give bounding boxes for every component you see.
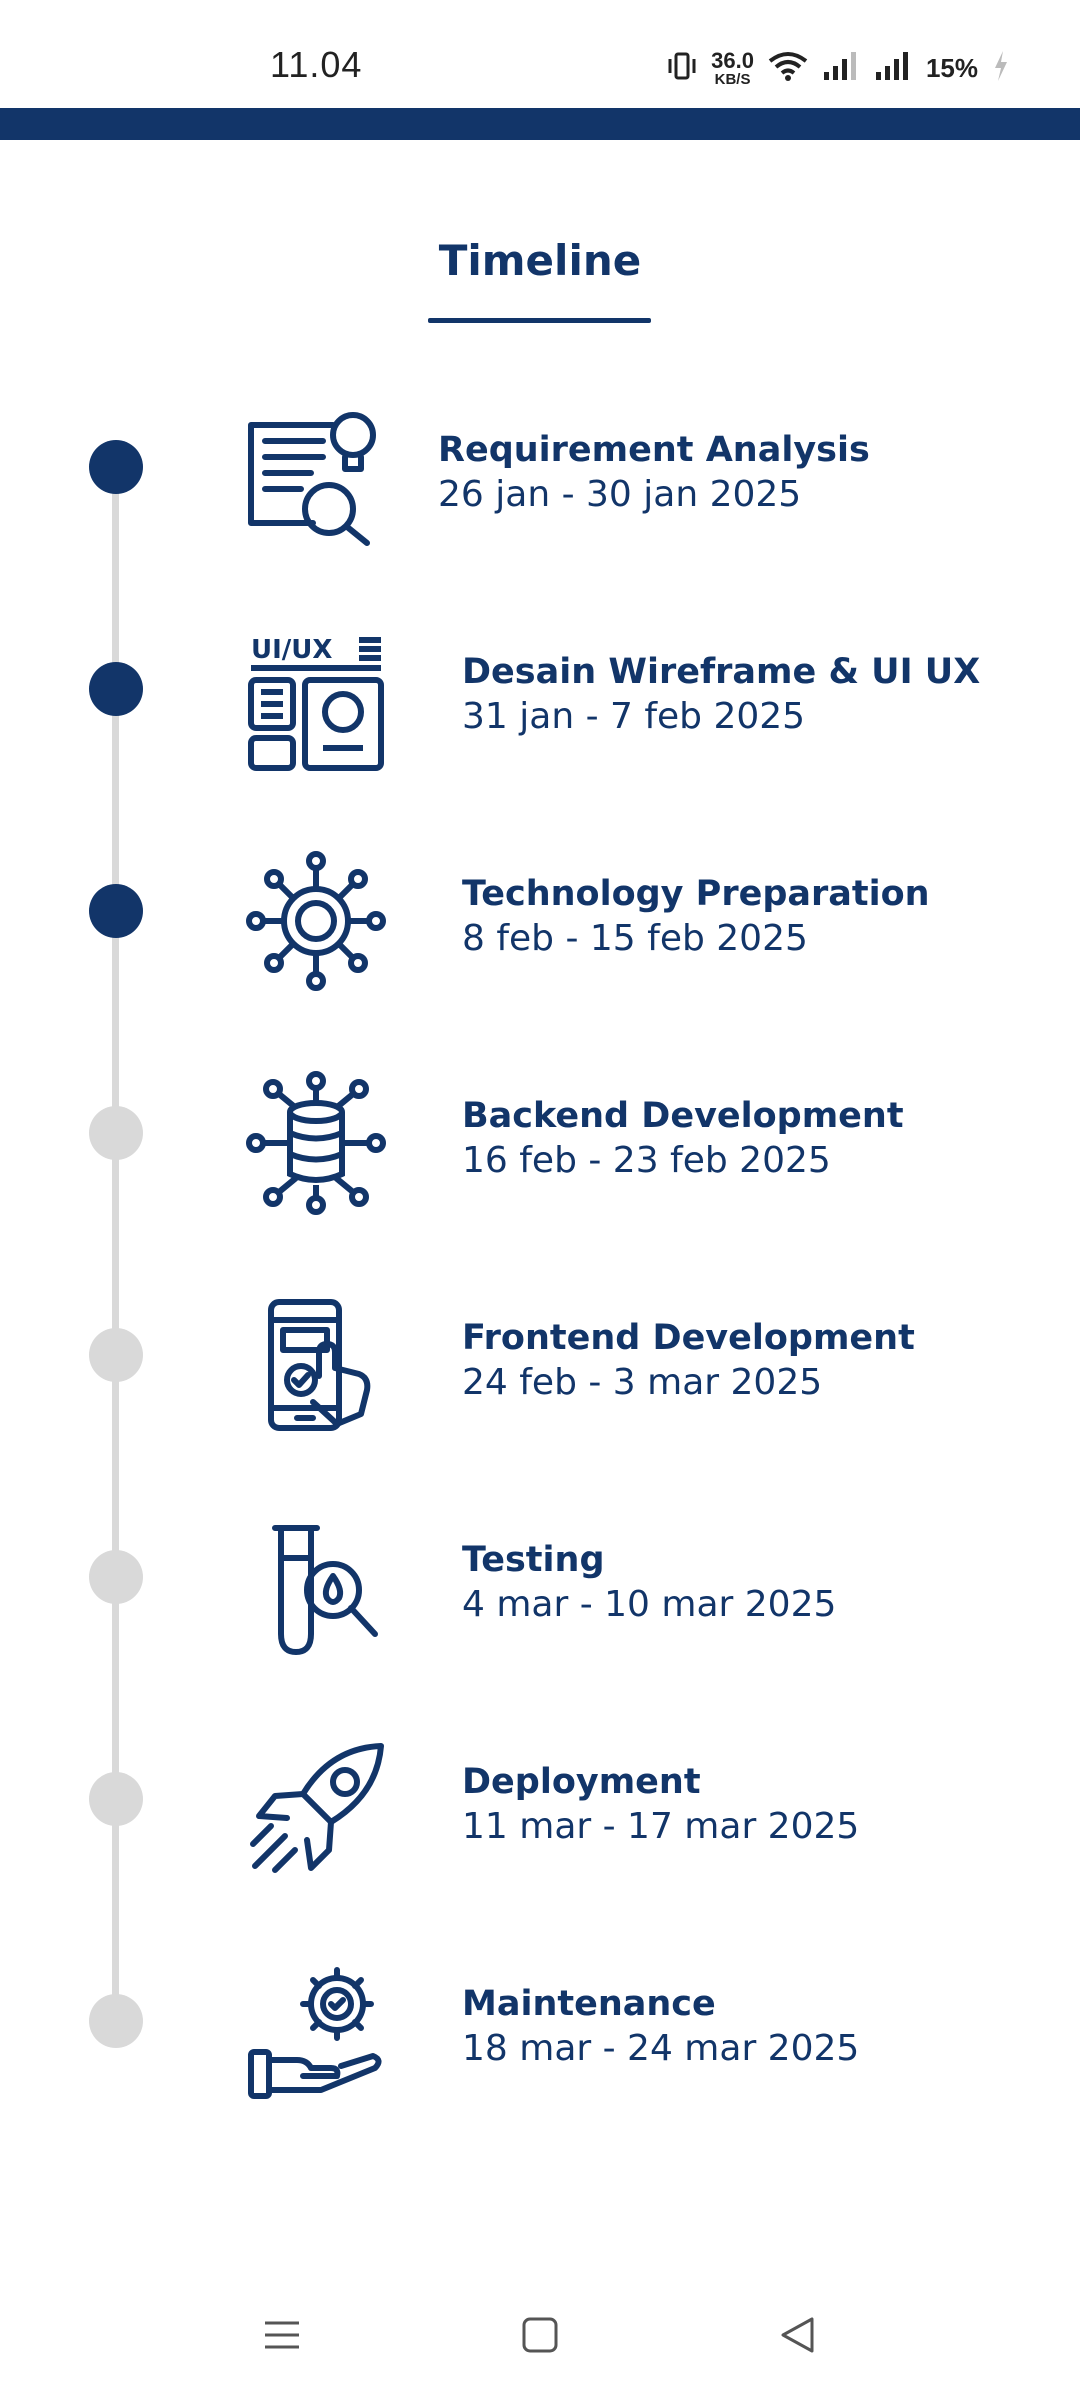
timeline-item-date: 24 feb - 3 mar 2025 bbox=[462, 1362, 823, 1403]
timeline-dot bbox=[89, 884, 143, 938]
net-speed-unit: KB/S bbox=[714, 70, 751, 88]
timeline-item: UI/UX Desain Wireframe & UI UX 31 jan - … bbox=[0, 604, 1080, 784]
hand-gear-icon bbox=[236, 1956, 396, 2106]
signal-icon bbox=[874, 50, 912, 86]
timeline-item-text: Deployment 11 mar - 17 mar 2025 bbox=[462, 1762, 859, 1847]
timeline-item-text: Backend Development 16 feb - 23 feb 2025 bbox=[462, 1096, 904, 1181]
ui-ux-icon-label: UI/UX bbox=[251, 635, 332, 665]
timeline-item-text: Desain Wireframe & UI UX 31 jan - 7 feb … bbox=[462, 652, 980, 737]
timeline-item: Backend Development 16 feb - 23 feb 2025 bbox=[0, 1048, 1080, 1228]
timeline-item: Technology Preparation 8 feb - 15 feb 20… bbox=[0, 826, 1080, 1006]
page-title: Timeline bbox=[438, 236, 642, 285]
timeline-item-name: Backend Development bbox=[462, 1096, 904, 1136]
wifi-icon bbox=[768, 50, 808, 86]
status-icons: 36.0 KB/S 15% bbox=[667, 48, 1010, 88]
timeline-dot bbox=[89, 1106, 143, 1160]
timeline-item-text: Requirement Analysis 26 jan - 30 jan 202… bbox=[438, 430, 870, 515]
timeline-item: Deployment 11 mar - 17 mar 2025 bbox=[0, 1714, 1080, 1894]
timeline-item-name: Desain Wireframe & UI UX bbox=[462, 652, 981, 692]
timeline-dot bbox=[89, 1328, 143, 1382]
timeline-item-date: 11 mar - 17 mar 2025 bbox=[462, 1806, 860, 1847]
requirement-analysis-icon bbox=[236, 402, 396, 552]
timeline-item-date: 4 mar - 10 mar 2025 bbox=[462, 1584, 837, 1625]
status-bar: 11.04 36.0 KB/S 15% bbox=[0, 0, 1080, 108]
timeline-item-text: Maintenance 18 mar - 24 mar 2025 bbox=[462, 1984, 859, 2069]
timeline-dot bbox=[89, 1994, 143, 2048]
timeline-item-name: Requirement Analysis bbox=[438, 430, 870, 470]
timeline-item-date: 8 feb - 15 feb 2025 bbox=[462, 918, 808, 959]
vibrate-icon bbox=[667, 50, 697, 86]
ui-ux-icon: UI/UX bbox=[236, 624, 396, 774]
timeline-item-text: Technology Preparation 8 feb - 15 feb 20… bbox=[462, 874, 930, 959]
menu-icon[interactable] bbox=[252, 2310, 312, 2360]
timeline-dot bbox=[89, 662, 143, 716]
timeline-item-name: Testing bbox=[462, 1540, 605, 1580]
battery-charging-icon bbox=[992, 49, 1010, 87]
timeline-item-name: Technology Preparation bbox=[462, 874, 930, 914]
timeline-item-date: 31 jan - 7 feb 2025 bbox=[462, 696, 806, 737]
test-tube-search-icon bbox=[236, 1512, 396, 1662]
timeline-dot bbox=[89, 1772, 143, 1826]
timeline-item: Testing 4 mar - 10 mar 2025 bbox=[0, 1492, 1080, 1672]
rocket-icon bbox=[236, 1734, 396, 1884]
network-speed: 36.0 KB/S bbox=[711, 47, 754, 88]
timeline-item-name: Maintenance bbox=[462, 1984, 716, 2024]
back-triangle-icon[interactable] bbox=[768, 2310, 828, 2360]
system-nav-bar bbox=[0, 2270, 1080, 2400]
status-time: 11.04 bbox=[270, 44, 363, 85]
timeline-item-date: 18 mar - 24 mar 2025 bbox=[462, 2028, 860, 2069]
timeline-line bbox=[112, 470, 119, 2025]
gear-network-icon bbox=[236, 846, 396, 996]
mobile-touch-icon bbox=[236, 1290, 396, 1440]
home-square-icon[interactable] bbox=[510, 2310, 570, 2360]
signal-icon bbox=[822, 50, 860, 86]
timeline-dot bbox=[89, 440, 143, 494]
timeline-item: Maintenance 18 mar - 24 mar 2025 bbox=[0, 1936, 1080, 2116]
title-underline bbox=[428, 318, 651, 323]
timeline-item-date: 16 feb - 23 feb 2025 bbox=[462, 1140, 831, 1181]
timeline-item: Frontend Development 24 feb - 3 mar 2025 bbox=[0, 1270, 1080, 1450]
timeline-dot bbox=[89, 1550, 143, 1604]
database-network-icon bbox=[236, 1068, 396, 1218]
top-accent-bar bbox=[0, 108, 1080, 140]
timeline-item-date: 26 jan - 30 jan 2025 bbox=[438, 474, 802, 515]
timeline-item-text: Frontend Development 24 feb - 3 mar 2025 bbox=[462, 1318, 915, 1403]
timeline-item-text: Testing 4 mar - 10 mar 2025 bbox=[462, 1540, 836, 1625]
timeline-item: Requirement Analysis 26 jan - 30 jan 202… bbox=[0, 382, 1080, 562]
timeline-item-name: Deployment bbox=[462, 1762, 701, 1802]
timeline-item-name: Frontend Development bbox=[462, 1318, 915, 1358]
net-speed-value: 36.0 bbox=[711, 47, 754, 73]
battery-percent: 15% bbox=[925, 52, 978, 83]
